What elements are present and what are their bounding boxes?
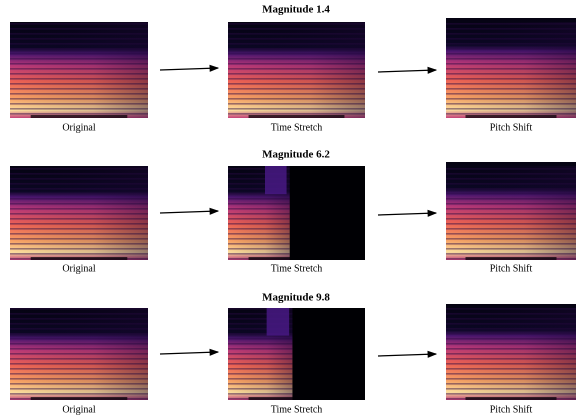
spectrogram bbox=[446, 18, 576, 118]
row-title: Magnitude 6.2 bbox=[262, 149, 330, 161]
row-title: Magnitude 9.8 bbox=[262, 292, 330, 304]
spectrogram-fade bbox=[10, 166, 148, 260]
panel-caption: Pitch Shift bbox=[490, 263, 533, 274]
panel-caption: Original bbox=[62, 404, 96, 415]
spectrogram bbox=[10, 22, 148, 118]
spectrogram-fade bbox=[228, 22, 365, 118]
spectrogram-floor bbox=[249, 397, 345, 400]
panel-caption: Original bbox=[62, 122, 96, 133]
spectrogram-floor bbox=[31, 115, 128, 118]
spectrogram-fade bbox=[446, 22, 576, 118]
spectrogram bbox=[446, 162, 576, 260]
arrow bbox=[160, 211, 218, 213]
spectrogram-band bbox=[265, 166, 287, 194]
spectrogram-floor bbox=[466, 397, 557, 400]
panel-caption: Time Stretch bbox=[271, 122, 323, 133]
spectrogram-floor bbox=[31, 257, 128, 260]
panel-caption: Pitch Shift bbox=[490, 404, 533, 415]
panel-caption: Time Stretch bbox=[271, 263, 323, 274]
spectrogram bbox=[10, 166, 148, 260]
spectrogram-fade bbox=[446, 308, 576, 400]
spectrogram bbox=[228, 22, 365, 118]
panel-caption: Pitch Shift bbox=[490, 122, 533, 133]
spectrogram-floor bbox=[31, 397, 128, 400]
spectrogram-floor bbox=[249, 257, 345, 260]
spectrogram-floor bbox=[249, 115, 345, 118]
panel-caption: Time Stretch bbox=[271, 404, 323, 415]
arrow bbox=[378, 70, 436, 72]
arrow bbox=[378, 354, 436, 356]
row-title: Magnitude 1.4 bbox=[262, 4, 330, 16]
spectrogram-floor bbox=[466, 257, 557, 260]
spectrogram-fade bbox=[10, 308, 148, 400]
spectrogram-floor bbox=[466, 115, 557, 118]
arrow bbox=[160, 68, 218, 70]
spectrogram bbox=[10, 308, 148, 400]
figure: Magnitude 1.4 Original Time Stretch Pitch S… bbox=[0, 0, 576, 416]
spectrogram-fade bbox=[446, 166, 576, 260]
spectrogram-fade bbox=[10, 22, 148, 118]
panel-caption: Original bbox=[62, 263, 96, 274]
arrow bbox=[378, 213, 436, 215]
spectrogram-band bbox=[267, 308, 290, 336]
spectrogram bbox=[228, 166, 365, 260]
spectrogram bbox=[446, 304, 576, 400]
spectrogram bbox=[228, 308, 365, 400]
arrow bbox=[160, 352, 218, 354]
